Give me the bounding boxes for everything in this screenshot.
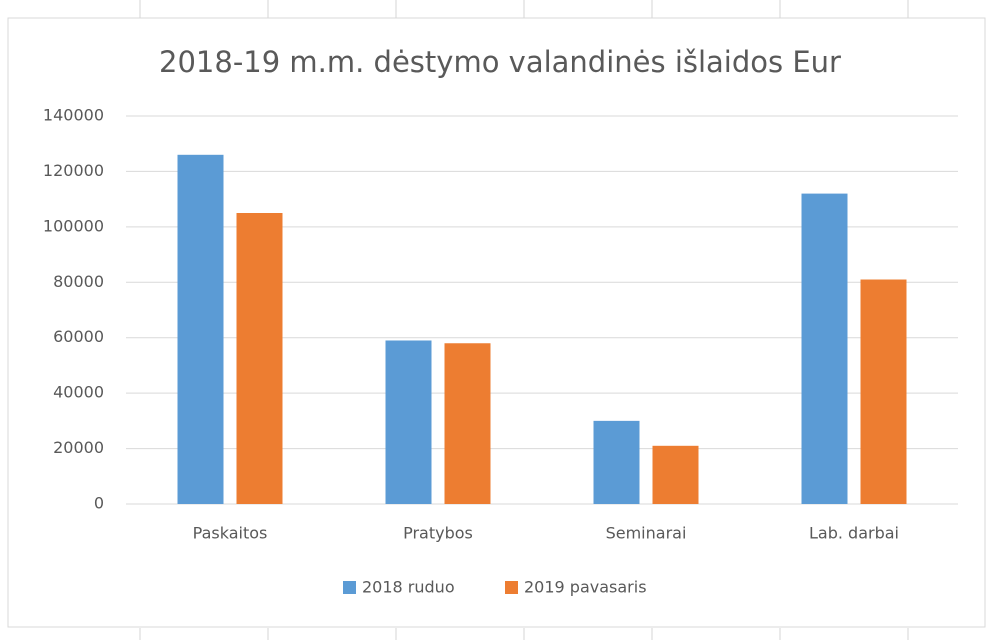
bar xyxy=(860,279,907,504)
bar xyxy=(652,445,699,504)
bar xyxy=(444,343,491,504)
y-tick-label: 140000 xyxy=(43,106,104,125)
bar xyxy=(236,213,283,504)
y-tick-label: 0 xyxy=(94,494,104,513)
x-tick-label: Paskaitos xyxy=(193,524,268,543)
y-tick-label: 40000 xyxy=(53,383,104,402)
y-tick-label: 60000 xyxy=(53,327,104,346)
bar xyxy=(385,340,432,504)
x-tick-label: Pratybos xyxy=(403,524,473,543)
bar xyxy=(801,193,848,504)
x-tick-label: Seminarai xyxy=(606,524,687,543)
chart-title: 2018-19 m.m. dėstymo valandinės išlaidos… xyxy=(159,45,841,79)
legend-swatch xyxy=(343,581,356,594)
y-tick-label: 100000 xyxy=(43,216,104,235)
bar xyxy=(593,420,640,504)
legend-label: 2019 pavasaris xyxy=(524,578,647,597)
legend-swatch xyxy=(505,581,518,594)
sheet-background xyxy=(139,0,909,640)
x-tick-label: Lab. darbai xyxy=(809,524,899,543)
legend-label: 2018 ruduo xyxy=(362,578,455,597)
y-tick-label: 80000 xyxy=(53,272,104,291)
y-tick-label: 120000 xyxy=(43,161,104,180)
bar xyxy=(177,154,224,505)
y-tick-label: 20000 xyxy=(53,438,104,457)
